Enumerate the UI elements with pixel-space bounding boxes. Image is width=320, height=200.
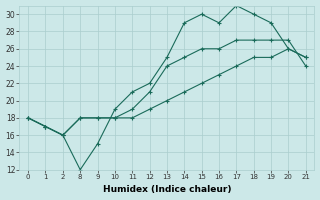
X-axis label: Humidex (Indice chaleur): Humidex (Indice chaleur) (103, 185, 231, 194)
